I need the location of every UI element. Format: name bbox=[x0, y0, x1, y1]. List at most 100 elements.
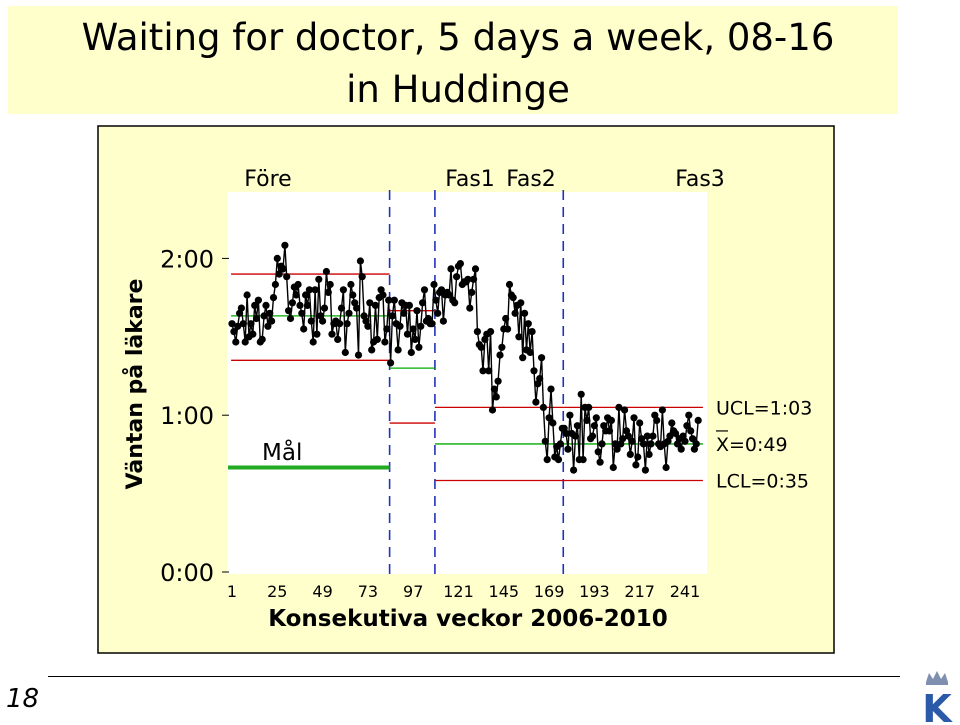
data-point bbox=[492, 393, 500, 401]
data-point bbox=[490, 385, 498, 393]
x-axis-label: Konsekutiva veckor 2006-2010 bbox=[268, 606, 668, 632]
data-point bbox=[583, 416, 591, 424]
phase-dividers bbox=[388, 190, 565, 576]
axes: 0:00 1:00 2:00 1 25 49 73 97 121 145 169 193 217 241K… bbox=[122, 245, 700, 632]
data-point bbox=[356, 257, 364, 265]
phase-label-1: Fas1 bbox=[445, 167, 495, 192]
data-point bbox=[415, 343, 423, 351]
data-point bbox=[628, 437, 636, 445]
data-point bbox=[456, 260, 464, 268]
title-panel: Waiting for doctor, 5 days a week, 08-16… bbox=[8, 6, 898, 114]
data-point bbox=[539, 403, 548, 411]
data-point bbox=[437, 286, 446, 294]
data-point bbox=[549, 419, 557, 427]
data-point bbox=[385, 296, 393, 304]
data-point bbox=[413, 307, 421, 315]
footer-divider bbox=[48, 676, 900, 677]
data-point bbox=[309, 338, 317, 346]
data-point bbox=[536, 375, 544, 383]
data-point bbox=[232, 338, 240, 346]
data-point bbox=[237, 304, 245, 312]
data-point bbox=[594, 448, 602, 456]
data-point bbox=[434, 309, 442, 317]
data-point bbox=[647, 440, 655, 448]
x-tick-label-0: 1 bbox=[227, 582, 237, 601]
data-point bbox=[621, 406, 629, 414]
x-tick-label-5: 121 bbox=[443, 582, 474, 601]
data-point bbox=[394, 346, 402, 354]
data-series bbox=[228, 241, 702, 474]
data-point bbox=[271, 280, 279, 289]
data-point bbox=[598, 440, 606, 448]
lcl-label: LCL=0:35 bbox=[716, 471, 809, 493]
data-point bbox=[328, 330, 336, 338]
slide-title-line-1: Waiting for doctor, 5 days a week, 08-16 bbox=[81, 16, 835, 59]
data-point bbox=[247, 320, 255, 328]
data-point bbox=[320, 304, 329, 312]
data-point bbox=[564, 445, 572, 453]
data-point bbox=[607, 416, 616, 424]
data-point bbox=[439, 317, 447, 325]
x-tick-label-10: 241 bbox=[670, 582, 701, 601]
data-point bbox=[283, 273, 291, 281]
x-tick-label-6: 145 bbox=[489, 582, 520, 601]
data-point bbox=[322, 267, 330, 276]
data-point bbox=[339, 286, 347, 294]
plot-area bbox=[227, 192, 707, 574]
data-point bbox=[302, 291, 310, 299]
data-point bbox=[343, 320, 351, 328]
data-point bbox=[624, 432, 633, 440]
data-point bbox=[285, 307, 293, 315]
data-point bbox=[504, 325, 512, 333]
data-point bbox=[379, 291, 387, 299]
data-point bbox=[409, 325, 417, 333]
data-point bbox=[241, 338, 249, 346]
data-point bbox=[305, 286, 313, 294]
data-point bbox=[613, 445, 621, 453]
data-point bbox=[632, 461, 640, 469]
y-tick-label-1: 1:00 bbox=[160, 402, 214, 430]
data-point bbox=[619, 435, 627, 443]
data-point bbox=[636, 419, 644, 427]
data-point bbox=[570, 466, 578, 474]
data-point bbox=[694, 416, 702, 424]
data-point bbox=[417, 322, 425, 330]
data-point bbox=[468, 288, 476, 296]
data-point bbox=[511, 309, 519, 317]
data-point bbox=[273, 254, 281, 262]
x-tick-label-1: 25 bbox=[267, 582, 287, 601]
data-point bbox=[337, 304, 346, 312]
data-point bbox=[324, 288, 332, 296]
data-point bbox=[383, 325, 391, 333]
data-point bbox=[658, 406, 667, 414]
data-point bbox=[249, 330, 257, 338]
ucl-label: UCL=1:03 bbox=[716, 397, 812, 419]
data-point bbox=[303, 301, 312, 309]
data-point bbox=[496, 351, 504, 359]
data-point bbox=[692, 440, 700, 448]
data-point bbox=[262, 301, 270, 309]
data-point bbox=[266, 309, 274, 317]
data-point bbox=[230, 328, 238, 336]
data-point bbox=[470, 275, 478, 283]
data-point bbox=[528, 328, 536, 336]
data-point bbox=[420, 286, 429, 294]
data-point bbox=[319, 317, 327, 325]
data-point bbox=[498, 343, 506, 351]
data-point bbox=[254, 296, 262, 304]
data-point bbox=[502, 314, 510, 323]
data-point bbox=[588, 432, 597, 440]
data-point bbox=[279, 265, 287, 273]
data-point bbox=[517, 299, 525, 307]
data-point bbox=[243, 291, 251, 299]
data-point bbox=[354, 351, 363, 359]
data-point bbox=[228, 320, 236, 328]
x-tick-label-7: 169 bbox=[534, 582, 565, 601]
data-point bbox=[234, 322, 242, 330]
data-point bbox=[541, 437, 549, 445]
data-point bbox=[605, 427, 614, 435]
crown-k-logo: K bbox=[922, 671, 953, 724]
data-point bbox=[239, 320, 247, 328]
data-point bbox=[407, 348, 415, 357]
data-point bbox=[275, 270, 283, 278]
